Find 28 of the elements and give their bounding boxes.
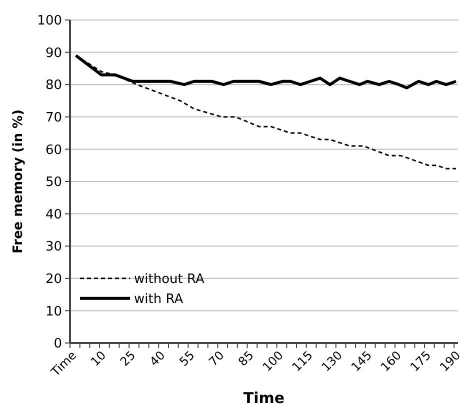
x-tick-label: 175 (408, 348, 434, 374)
x-tick-label: 10 (88, 348, 109, 369)
x-tick-label: 130 (318, 348, 345, 374)
y-tick-label: 60 (45, 142, 62, 158)
x-tick-label: 25 (117, 348, 138, 369)
y-tick-label: 50 (45, 175, 62, 190)
legend-label: without RA (134, 272, 205, 287)
x-tick-label: 40 (147, 348, 168, 369)
x-tick-label: 55 (176, 348, 198, 369)
y-tick-label: 20 (45, 272, 62, 287)
y-tick-label: 0 (54, 336, 62, 352)
x-axis-title: Time (243, 389, 285, 407)
legend-label: with RA (134, 292, 184, 307)
y-tick-label: 40 (45, 207, 62, 222)
y-tick-label: 70 (45, 110, 62, 126)
x-tick-label: 70 (206, 348, 227, 369)
y-tick-label: 90 (45, 46, 62, 61)
x-tick-label: 115 (289, 348, 316, 374)
y-tick-label: 100 (37, 14, 62, 29)
x-tick-label: 160 (378, 348, 404, 374)
y-tick-label: 30 (45, 240, 62, 255)
x-tick-label: 145 (348, 348, 375, 374)
x-tick-label: 85 (236, 348, 256, 369)
y-axis-title: Free memory (in %) (11, 109, 26, 254)
x-tick-label: 100 (260, 348, 286, 374)
y-tick-label: 80 (45, 78, 62, 94)
x-tick-label: 190 (437, 348, 464, 374)
y-tick-label: 10 (45, 304, 62, 320)
